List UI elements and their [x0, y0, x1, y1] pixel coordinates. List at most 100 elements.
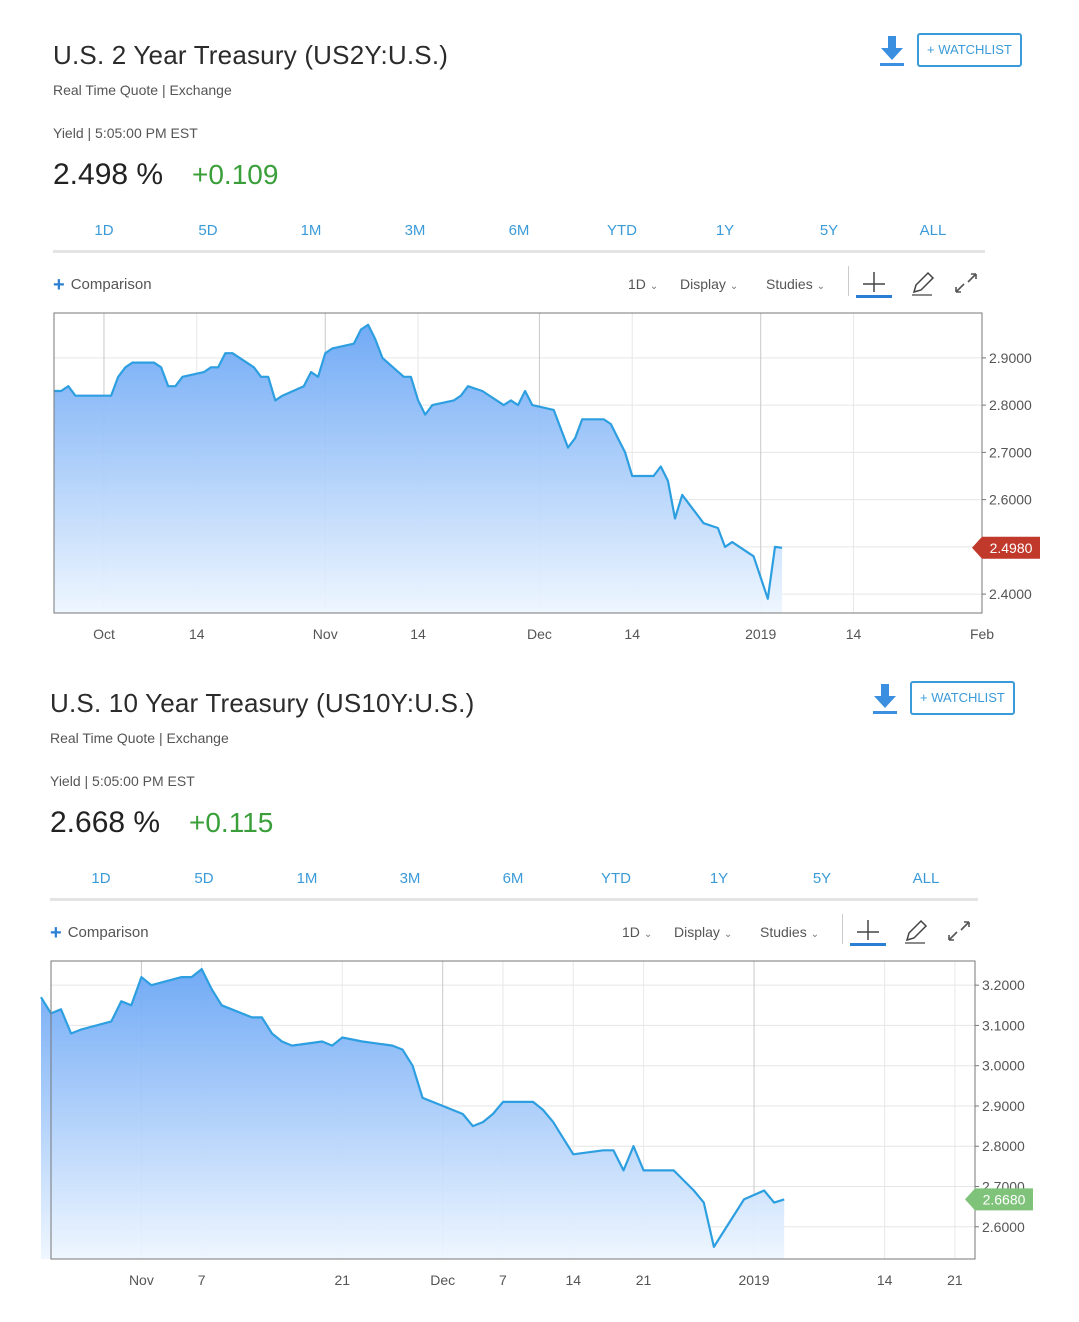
tab-1d[interactable]: 1D: [91, 870, 111, 887]
yield-change: +0.115: [189, 807, 274, 838]
display-label: Display: [674, 924, 720, 940]
y-tick-label: 3.1000: [982, 1017, 1025, 1033]
tab-ytd[interactable]: YTD: [607, 222, 637, 239]
studies-label: Studies: [766, 276, 813, 292]
tab-ytd[interactable]: YTD: [601, 870, 631, 887]
series-area: [41, 969, 785, 1259]
page-title: U.S. 2 Year Treasury (US2Y:U.S.): [53, 40, 449, 70]
series-line: [40, 968, 785, 1248]
display-dropdown[interactable]: Display ⌄: [674, 924, 732, 940]
chevron-down-icon: ⌄: [649, 281, 659, 292]
x-tick-label: Dec: [430, 1272, 455, 1288]
studies-dropdown[interactable]: Studies ⌄: [766, 276, 825, 292]
y-tick-label: 2.9000: [989, 350, 1032, 366]
x-tick-label: 14: [565, 1272, 581, 1288]
tab-1m[interactable]: 1M: [296, 870, 318, 887]
toolbar-divider: [848, 266, 849, 296]
tab-6m[interactable]: 6M: [508, 222, 530, 239]
tab-1m[interactable]: 1M: [300, 222, 322, 239]
x-tick-label: Nov: [129, 1272, 154, 1288]
y-tick-label: 3.0000: [982, 1058, 1025, 1074]
tab-5d[interactable]: 5D: [198, 222, 218, 239]
tab-5y[interactable]: 5Y: [819, 222, 839, 239]
plus-icon: +: [50, 922, 62, 944]
expand-arrows-icon[interactable]: [941, 916, 977, 948]
quote-subtitle: Real Time Quote | Exchange: [50, 730, 229, 746]
crosshair-icon[interactable]: [850, 916, 886, 948]
tab-all[interactable]: ALL: [912, 870, 940, 887]
yield-timestamp: Yield | 5:05:00 PM EST: [50, 773, 195, 789]
x-tick-label: 14: [877, 1272, 893, 1288]
us2y-chart[interactable]: 2.40002.50002.60002.70002.80002.9000Oct1…: [0, 305, 1079, 645]
last-value-tag: [965, 1188, 1033, 1211]
x-tick-label: 2019: [738, 1272, 769, 1288]
tab-1y[interactable]: 1Y: [709, 870, 729, 887]
studies-dropdown[interactable]: Studies ⌄: [760, 924, 819, 940]
interval-dropdown[interactable]: 1D ⌄: [628, 276, 658, 292]
x-tick-label: 2019: [745, 626, 776, 642]
y-tick-label: 2.6000: [982, 1219, 1025, 1235]
x-tick-label: 7: [198, 1272, 206, 1288]
display-dropdown[interactable]: Display ⌄: [680, 276, 738, 292]
x-tick-label: Oct: [93, 626, 115, 642]
display-label: Display: [680, 276, 726, 292]
comparison-label: Comparison: [67, 924, 149, 941]
tab-5d[interactable]: 5D: [194, 870, 214, 887]
comparison-label: Comparison: [70, 276, 152, 293]
chevron-down-icon: ⌄: [729, 281, 739, 292]
comparison-button[interactable]: + Comparison: [50, 922, 149, 945]
y-tick-label: 2.7000: [989, 444, 1032, 460]
plot-frame: [50, 960, 976, 1260]
us10y-panel: U.S. 10 Year Treasury (US10Y:U.S.) Real …: [0, 648, 1079, 1298]
pencil-icon[interactable]: [904, 268, 940, 300]
x-tick-label: Nov: [313, 626, 338, 642]
watchlist-button[interactable]: + WATCHLIST: [917, 33, 1022, 67]
y-tick-label: 2.8000: [989, 397, 1032, 413]
chevron-down-icon: ⌄: [723, 929, 733, 940]
tab-all[interactable]: ALL: [919, 222, 947, 239]
range-tabs: 1D 5D 1M 3M 6M YTD 1Y 5Y ALL: [53, 220, 985, 253]
download-arrow-icon[interactable]: [870, 682, 900, 716]
y-tick-label: 3.2000: [982, 977, 1025, 993]
watchlist-button[interactable]: + WATCHLIST: [910, 681, 1015, 715]
y-tick-label: 2.8000: [982, 1138, 1025, 1154]
interval-label: 1D: [628, 276, 646, 292]
quote-subtitle: Real Time Quote | Exchange: [53, 82, 232, 98]
download-arrow-icon[interactable]: [877, 34, 907, 68]
tab-3m[interactable]: 3M: [399, 870, 421, 887]
x-tick-label: 21: [636, 1272, 652, 1288]
x-tick-label: Feb: [970, 626, 994, 642]
page-title: U.S. 10 Year Treasury (US10Y:U.S.): [50, 688, 475, 718]
toolbar-divider: [842, 914, 843, 944]
x-tick-label: Dec: [527, 626, 552, 642]
chevron-down-icon: ⌄: [810, 929, 820, 940]
yield-change: +0.109: [192, 159, 279, 190]
tab-5y[interactable]: 5Y: [812, 870, 832, 887]
us10y-chart[interactable]: 2.60002.70002.80002.90003.00003.10003.20…: [0, 954, 1079, 1294]
x-tick-label: 21: [947, 1272, 963, 1288]
x-tick-label: 14: [846, 626, 862, 642]
chevron-down-icon: ⌄: [643, 929, 653, 940]
comparison-button[interactable]: + Comparison: [53, 274, 152, 297]
plot-frame: [53, 312, 983, 614]
expand-arrows-icon[interactable]: [948, 268, 984, 300]
interval-dropdown[interactable]: 1D ⌄: [622, 924, 652, 940]
last-value-label: 2.4980: [990, 540, 1033, 556]
y-tick-label: 2.6000: [989, 492, 1032, 508]
pencil-icon[interactable]: [897, 916, 933, 948]
yield-price: 2.498 %: [53, 158, 164, 191]
chevron-down-icon: ⌄: [816, 281, 826, 292]
x-tick-label: 14: [410, 626, 426, 642]
tab-1d[interactable]: 1D: [94, 222, 114, 239]
tab-6m[interactable]: 6M: [502, 870, 524, 887]
crosshair-icon[interactable]: [856, 268, 892, 300]
series-area: [54, 324, 783, 613]
yield-timestamp: Yield | 5:05:00 PM EST: [53, 125, 198, 141]
y-tick-label: 2.4000: [989, 586, 1032, 602]
x-tick-label: 14: [189, 626, 205, 642]
tab-3m[interactable]: 3M: [404, 222, 426, 239]
tab-1y[interactable]: 1Y: [715, 222, 735, 239]
x-tick-label: 21: [334, 1272, 350, 1288]
series-line: [54, 323, 783, 600]
chart-toolbar: + Comparison 1D ⌄ Display ⌄ Studies ⌄: [50, 914, 978, 948]
